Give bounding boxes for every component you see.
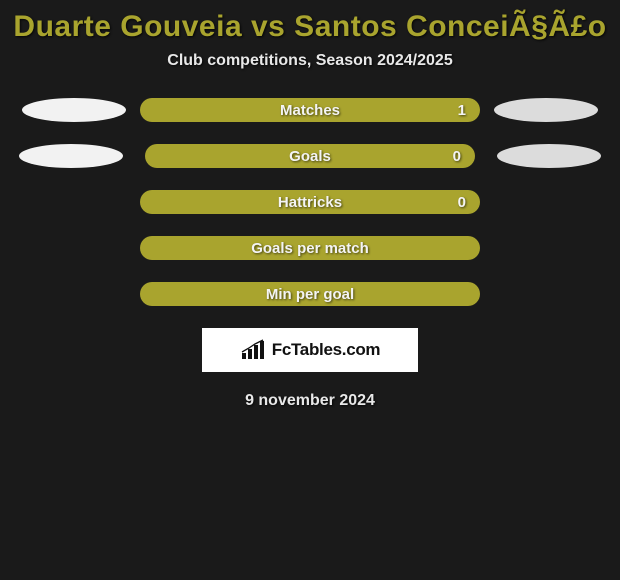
logo-text: FcTables.com bbox=[272, 340, 381, 360]
stat-row: Matches 1 bbox=[0, 98, 620, 122]
footer-date: 9 november 2024 bbox=[0, 392, 620, 410]
stat-bar: Matches 1 bbox=[140, 98, 480, 122]
subtitle: Club competitions, Season 2024/2025 bbox=[0, 52, 620, 70]
bar-chart-icon bbox=[240, 339, 268, 361]
stat-label: Goals per match bbox=[251, 240, 369, 257]
stat-row: Goals 0 bbox=[0, 144, 620, 168]
spacer bbox=[480, 190, 590, 214]
stat-row: Hattricks 0 bbox=[0, 190, 620, 214]
stat-bar: Hattricks 0 bbox=[140, 190, 480, 214]
stat-label: Min per goal bbox=[266, 286, 354, 303]
stats-area: Matches 1 Goals 0 Hattricks 0 bbox=[0, 98, 620, 306]
logo-inner: FcTables.com bbox=[240, 339, 381, 361]
stat-row: Min per goal bbox=[0, 282, 620, 306]
stat-label: Goals bbox=[289, 148, 331, 165]
source-logo: FcTables.com bbox=[202, 328, 418, 372]
comparison-infographic: Duarte Gouveia vs Santos ConceiÃ§Ã£o Clu… bbox=[0, 0, 620, 410]
stat-bar: Min per goal bbox=[140, 282, 480, 306]
page-title: Duarte Gouveia vs Santos ConceiÃ§Ã£o bbox=[0, 6, 620, 52]
stat-label: Hattricks bbox=[278, 194, 342, 211]
spacer bbox=[480, 282, 590, 306]
player1-marker bbox=[19, 144, 123, 168]
stat-bar: Goals 0 bbox=[145, 144, 475, 168]
player2-marker bbox=[497, 144, 601, 168]
spacer bbox=[30, 190, 140, 214]
spacer bbox=[30, 282, 140, 306]
stat-bar: Goals per match bbox=[140, 236, 480, 260]
stat-row: Goals per match bbox=[0, 236, 620, 260]
stat-value: 1 bbox=[458, 102, 466, 119]
player2-marker bbox=[494, 98, 598, 122]
spacer bbox=[480, 236, 590, 260]
stat-value: 0 bbox=[458, 194, 466, 211]
player1-marker bbox=[22, 98, 126, 122]
spacer bbox=[30, 236, 140, 260]
stat-label: Matches bbox=[280, 102, 340, 119]
stat-value: 0 bbox=[453, 148, 461, 165]
